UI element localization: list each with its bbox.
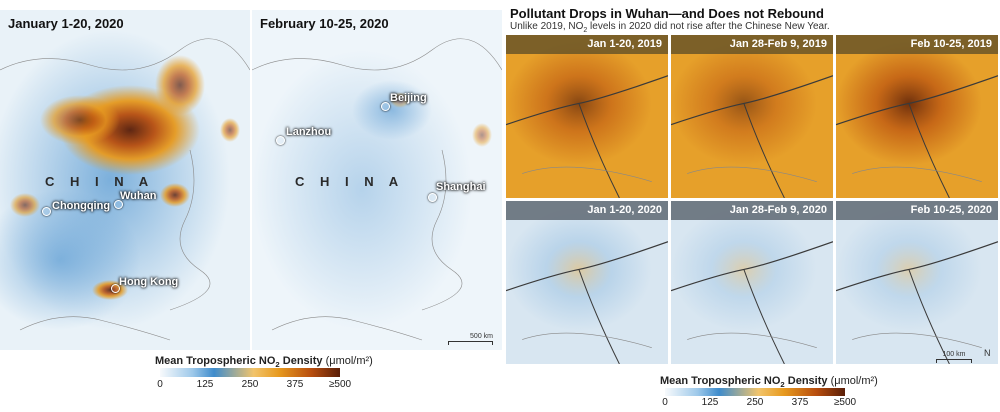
right-legend-title-sub: 2 [780,380,785,390]
scale-bar-left-line [448,341,493,345]
scale-bar-left-label: 500 km [470,333,493,340]
tile-label: Jan 1-20, 2020 [506,201,668,220]
north-arrow-label: N [984,348,991,358]
tile-map: Jan 1-20, 2019 [506,35,668,198]
right-legend-title: Mean Tropospheric NO2 Density (μmol/m²) [660,375,878,389]
tile-map-graphic [836,35,998,198]
right-subtitle: Unlike 2019, NO2 levels in 2020 did not … [510,21,830,34]
map-feb-2020-graphic [252,10,502,350]
map-jan-2020-title: January 1-20, 2020 [8,16,124,31]
tile-label: Feb 10-25, 2019 [836,35,998,54]
right-legend-tick: 125 [701,397,719,408]
left-legend-colorbar [160,368,340,377]
scale-bar-right-label: 100 km [942,351,966,358]
left-legend-title: Mean Tropospheric NO2 Density (μmol/m²) [155,355,373,369]
left-legend-title-prefix: Mean Tropospheric NO [155,355,276,367]
right-legend-colorbar [665,388,845,396]
left-legend-tick: 125 [196,379,214,390]
tile-label: Jan 1-20, 2019 [506,35,668,54]
north-arrow-icon: N [984,348,991,358]
tile-map: Jan 28-Feb 9, 2019 [671,35,833,198]
city-marker-lanzhou [276,136,285,145]
city-label-chongqing: Chongqing [52,200,111,212]
city-label-lanzhou: Lanzhou [286,126,332,138]
tile-map-graphic [506,35,668,198]
right-legend-title-suffix: Density [784,375,831,387]
right-title: Pollutant Drops in Wuhan—and Does not Re… [510,6,824,21]
right-legend-tick: 250 [746,397,764,408]
scale-bar-right: 100 km [936,351,972,363]
country-label: C H I N A [295,174,405,189]
map-jan-2020 [0,10,250,350]
right-legend-title-prefix: Mean Tropospheric NO [660,375,781,387]
right-legend-units: (μmol/m²) [830,375,878,387]
right-subtitle-suffix: levels in 2020 did not rise after the Ch… [587,21,830,32]
city-marker-chongqing [42,207,51,216]
map-jan-2020-graphic [0,10,250,350]
left-legend-units: (μmol/m²) [325,355,373,367]
tile-label: Jan 28-Feb 9, 2020 [671,201,833,220]
city-marker-hong-kong [111,284,120,293]
right-subtitle-prefix: Unlike 2019, NO [510,21,584,32]
left-legend-title-sub: 2 [275,360,280,370]
city-label-shanghai: Shanghai [436,181,486,193]
city-label-wuhan: Wuhan [120,190,157,202]
tile-map: Jan 28-Feb 9, 2020 [671,201,833,364]
tile-label: Feb 10-25, 2020 [836,201,998,220]
map-feb-2020-title: February 10-25, 2020 [260,16,389,31]
country-label: C H I N A [45,174,155,189]
right-legend-tick: 0 [662,397,668,408]
map-feb-2020 [252,10,502,350]
city-marker-wuhan [114,200,123,209]
left-legend-tick: 0 [157,379,163,390]
tile-map: Feb 10-25, 2020 [836,201,998,364]
city-marker-beijing [381,102,390,111]
left-legend-tick: 375 [286,379,304,390]
left-legend-tick: 250 [241,379,259,390]
left-legend-tick: ≥500 [328,379,352,390]
scale-bar-left: 500 km [448,333,493,345]
tile-map-graphic [506,201,668,364]
city-marker-shanghai [428,193,437,202]
city-label-beijing: Beijing [390,92,427,104]
scale-bar-right-line [936,359,972,363]
right-legend-tick: ≥500 [833,397,857,408]
tile-map-graphic [671,35,833,198]
right-subtitle-sub: 2 [583,27,588,34]
tile-label: Jan 28-Feb 9, 2019 [671,35,833,54]
city-label-hong-kong: Hong Kong [119,276,179,288]
left-legend-title-suffix: Density [279,355,326,367]
tile-map-graphic [836,201,998,364]
tile-map: Feb 10-25, 2019 [836,35,998,198]
tile-map: Jan 1-20, 2020 [506,201,668,364]
right-legend-tick: 375 [791,397,809,408]
tile-map-graphic [671,201,833,364]
